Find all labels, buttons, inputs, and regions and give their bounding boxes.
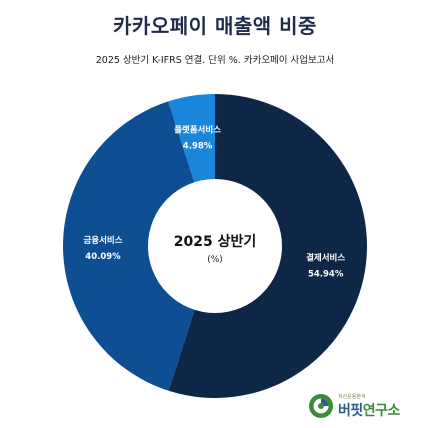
logo-tagline: 자산운용분석 [338, 394, 366, 400]
donut-hole [148, 179, 282, 313]
logo-mark-icon [309, 394, 333, 418]
slice-label-2: 금융서비스 [83, 235, 122, 246]
chart-subtitle: 2025 상반기 K-IFRS 연결. 단위 %. 카카오페이 사업보고서 [95, 55, 335, 66]
slice-value-3: 4.98% [183, 141, 213, 151]
slice-value-1: 54.94% [308, 269, 344, 279]
slice-label-3: 플랫폼서비스 [174, 124, 221, 135]
center-unit: (%) [207, 255, 223, 265]
logo: 자산운용분석 버핏연구소 [308, 393, 420, 419]
center-label: 2025 상반기 [174, 233, 256, 250]
logo-name-part2: 연구소 [362, 403, 401, 419]
slice-2 [63, 101, 215, 391]
logo-name: 버핏연구소 [338, 400, 400, 420]
logo-name-part1: 버핏 [338, 403, 363, 419]
slice-labels: 결제서비스 54.94% 금융서비스 40.09% 플랫폼서비스 4.98% [83, 124, 345, 279]
slice-label-1: 결제서비스 [306, 252, 345, 263]
chart-title: 카카오페이 매출액 비중 [113, 14, 317, 38]
slice-value-2: 40.09% [85, 252, 121, 262]
